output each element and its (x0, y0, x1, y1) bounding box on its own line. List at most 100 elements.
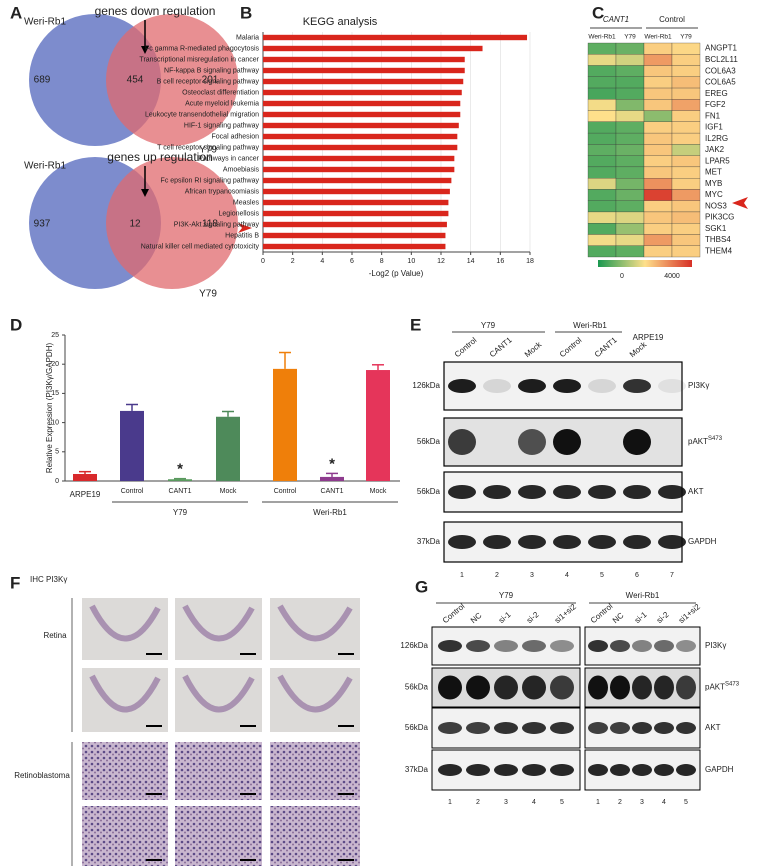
heatmap-cell (643, 200, 673, 213)
group-label: ARPE19 (633, 333, 664, 342)
tissue-strip (89, 674, 161, 713)
band (610, 675, 630, 700)
band (466, 675, 490, 700)
bar (263, 122, 459, 129)
band (658, 485, 686, 499)
heatmap-cell (671, 223, 701, 235)
heatmap-cell (615, 76, 645, 89)
heatmap-cell (587, 234, 617, 246)
x-tick-label: 12 (437, 258, 445, 265)
set-label: Weri-Rb1 (24, 17, 66, 28)
bar (273, 368, 297, 481)
heatmap-cell (671, 110, 701, 122)
protein-name: GAPDH (705, 765, 734, 774)
bar (263, 243, 446, 250)
tissue-strip (89, 604, 161, 642)
category-label: NF-kappa B signaling pathway (164, 67, 259, 74)
heatmap-cell (671, 144, 701, 156)
lane-number: 1 (596, 799, 600, 806)
band (494, 722, 518, 734)
x-tick-label: Mock (220, 488, 237, 495)
panel-label: G (415, 577, 428, 596)
band (610, 764, 630, 776)
row-label: ANGPT1 (705, 44, 738, 53)
row-label: PIK3CG (705, 213, 734, 222)
group-label: Weri-Rb1 (573, 321, 607, 330)
bar (263, 221, 447, 228)
lane-label: Control (441, 602, 467, 626)
bar (263, 133, 458, 140)
band (550, 722, 574, 734)
heatmap-cell (587, 178, 617, 190)
lane-label: si-1 (633, 610, 649, 626)
row-label: THBS4 (705, 235, 731, 244)
arrowhead (141, 189, 149, 197)
ihc-image (270, 668, 360, 732)
heatmap-cell (643, 234, 673, 246)
heatmap-cell (671, 87, 701, 100)
category-label: Pathways in cancer (198, 155, 259, 162)
heatmap-cell (615, 155, 645, 168)
group-label: Weri-Rb1 (313, 508, 347, 517)
lane-number: 2 (618, 799, 622, 806)
ihc-title: IHC PI3Kγ (30, 575, 67, 584)
lane-number: 1 (448, 799, 452, 806)
lane-label: CANT1 (488, 335, 514, 359)
lane-label: si-1 (497, 610, 513, 626)
x-tick-label: Control (274, 488, 297, 495)
protein-name: AKT (688, 487, 704, 496)
band (448, 379, 476, 393)
row-label: MYB (705, 179, 722, 188)
marker-label: 56kDa (405, 723, 429, 732)
protein-label: pAKTS473 (705, 681, 740, 692)
bar (263, 144, 458, 151)
x-tick-label: 0 (261, 258, 265, 265)
column-label: Y79 (624, 34, 636, 41)
band (632, 640, 652, 652)
ihc-image (270, 598, 360, 660)
heatmap-cell (671, 189, 701, 201)
ihc-image (270, 742, 360, 800)
x-tick-label: Mock (370, 488, 387, 495)
count: 201 (202, 75, 219, 86)
band (588, 764, 608, 776)
row-label: EREG (705, 89, 728, 98)
bar (73, 473, 97, 481)
category-label: African trypanosomiasis (185, 188, 260, 195)
x-tick-label: Control (121, 488, 144, 495)
panel-label: E (410, 315, 421, 334)
heatmap-cell (615, 99, 645, 111)
band (676, 764, 696, 776)
x-tick-label: 14 (467, 258, 475, 265)
heatmap-cell (643, 110, 673, 122)
heatmap-cell (615, 178, 645, 190)
heatmap-cell (615, 245, 645, 258)
protein-label: GAPDH (705, 765, 734, 774)
heatmap-cell (587, 76, 617, 89)
lane-label: CANT1 (593, 335, 619, 359)
category-label: Acute myeloid leukemia (185, 100, 259, 107)
marker-label: 56kDa (417, 487, 441, 496)
heatmap-cell (587, 166, 617, 179)
protein-sup: S473 (708, 436, 723, 442)
protein-sup: S473 (725, 681, 740, 687)
group-label: Y79 (499, 591, 514, 600)
bar (320, 476, 344, 481)
significance: * (329, 455, 335, 472)
panel-label: C (592, 3, 604, 22)
heatmap-cell (615, 234, 645, 246)
protein-label: PI3Kγ (705, 641, 726, 650)
heatmap-cell (643, 121, 673, 134)
lane-number: 3 (504, 799, 508, 806)
lane-number: 4 (565, 572, 569, 579)
group-label: Y79 (481, 321, 496, 330)
category-label: Fc gamma R-mediated phagocytosis (145, 45, 259, 52)
heatmap-cell (587, 245, 617, 258)
protein-name: PI3Kγ (705, 641, 726, 650)
x-tick-label: 2 (291, 258, 295, 265)
heatmap-cell (615, 132, 645, 145)
heatmap-cell (671, 234, 701, 246)
colorbar-label: 0 (620, 273, 624, 280)
category-label: Hepatitis B (225, 232, 259, 239)
bar (263, 199, 449, 206)
